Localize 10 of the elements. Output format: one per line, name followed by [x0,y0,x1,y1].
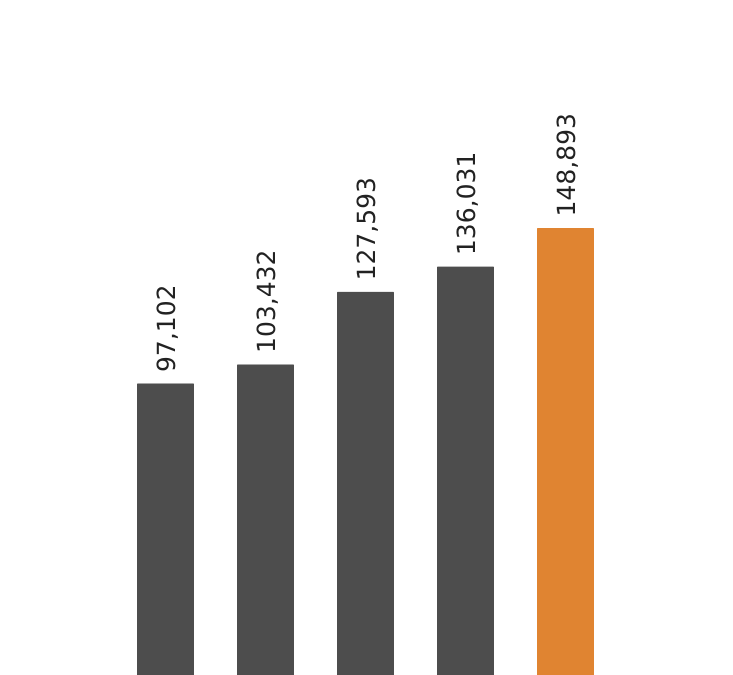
data-label: 97,102 [152,284,181,372]
bar [337,292,394,675]
bar [537,228,594,675]
bar [437,266,494,675]
data-label: 127,593 [352,177,381,280]
data-label: 103,432 [252,250,281,353]
data-label: 148,893 [552,113,581,216]
bar [137,383,194,675]
bar [237,364,294,675]
data-label: 136,031 [452,152,481,256]
